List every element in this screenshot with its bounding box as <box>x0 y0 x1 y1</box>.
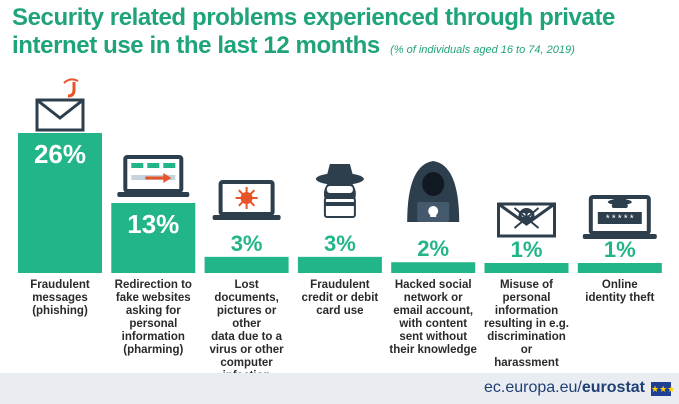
category-label-line: credit or debit <box>301 292 379 304</box>
bar-7 <box>577 263 662 273</box>
category-label-line: discrimination or <box>487 331 566 356</box>
category-label-line: information <box>494 305 559 317</box>
laptop-redirect-icon <box>117 155 190 197</box>
source-brand: eurostat <box>581 379 645 396</box>
source-link[interactable]: ec.europa.eu/eurostat <box>484 379 645 397</box>
envelope-hook-icon <box>35 78 85 132</box>
source-domain: ec.europa.eu/ <box>484 379 582 396</box>
category-label-line: personal <box>129 318 178 330</box>
bar-3 <box>204 256 289 273</box>
category-label-line: resulting in e.g. <box>484 318 569 330</box>
category-label-line: Online <box>601 279 638 291</box>
value-label-4: 3% <box>324 231 356 256</box>
category-label-line: Hacked social <box>394 279 472 291</box>
bar-5 <box>391 262 476 273</box>
category-label-line: asking for <box>125 305 181 317</box>
category-label-line: card use <box>316 305 364 317</box>
value-label-2: 13% <box>127 209 179 239</box>
value-label-1: 26% <box>34 139 86 169</box>
category-label-line: personal <box>502 292 551 304</box>
category-label-line: identity theft <box>585 292 655 304</box>
category-label-line: Fraudulent <box>310 279 370 291</box>
category-label-line: Fraudulent <box>30 279 90 291</box>
chart-subtitle: (% of individuals aged 16 to 74, 2019) <box>390 44 575 56</box>
category-label-line: messages <box>32 292 88 304</box>
envelope-skull-icon <box>497 202 556 238</box>
category-label-line: harassment <box>494 357 559 369</box>
value-label-3: 3% <box>231 231 263 256</box>
category-label-line: network or <box>403 292 463 304</box>
category-label-1: Fraudulent messages (phishing) <box>16 279 104 318</box>
category-label-7: Online identity theft <box>576 279 664 305</box>
category-label-line: fake websites <box>115 292 191 304</box>
category-label-line: (pharming) <box>123 344 184 356</box>
eu-flag-icon: ★★★ <box>651 382 676 396</box>
category-label-2: Redirection to fake websites asking for per… <box>109 279 197 357</box>
value-label-7: 1% <box>604 237 636 262</box>
category-label-line: data due to a <box>211 331 283 343</box>
category-label-5: Hacked social network or email account, wit… <box>389 279 477 357</box>
masked-thief-card-icon <box>315 164 364 218</box>
laptop-spy-password-icon: ***** <box>582 195 657 239</box>
svg-text:*****: ***** <box>605 214 635 226</box>
category-label-line: pictures or other <box>216 305 277 330</box>
bar-2 <box>111 203 196 273</box>
category-label-6: Misuse of personal information resulting in… <box>483 279 571 370</box>
footer-bar: ec.europa.eu/eurostat ★★★ <box>0 373 679 404</box>
category-label-line: computer <box>220 357 273 369</box>
category-label-4: Fraudulent credit or debit card use <box>296 279 384 318</box>
category-label-line: sent without <box>399 331 468 343</box>
category-label-line: Redirection to <box>114 279 192 291</box>
category-label-line: Lost documents, <box>214 279 279 304</box>
chart-title: Security related problems experienced th… <box>12 4 672 64</box>
category-label-line: (phishing) <box>32 305 88 317</box>
value-label-6: 1% <box>511 237 543 262</box>
bar-1 <box>18 133 102 273</box>
hooded-hacker-laptop-icon <box>407 161 460 222</box>
laptop-virus-icon <box>212 180 281 220</box>
category-label-line: with content <box>399 318 468 330</box>
category-label-line: virus or other <box>209 344 284 356</box>
category-label-line: their knowledge <box>389 344 477 356</box>
bar-4 <box>297 256 382 273</box>
bar-6 <box>484 263 569 273</box>
category-label-line: information <box>121 331 185 343</box>
chart-title-text: Security related problems experienced th… <box>12 4 615 59</box>
value-label-5: 2% <box>417 236 449 261</box>
category-label-line: email account, <box>393 305 474 317</box>
category-label-3: Lost documents, pictures or other data due… <box>203 279 291 383</box>
category-label-line: Misuse of <box>499 279 554 291</box>
